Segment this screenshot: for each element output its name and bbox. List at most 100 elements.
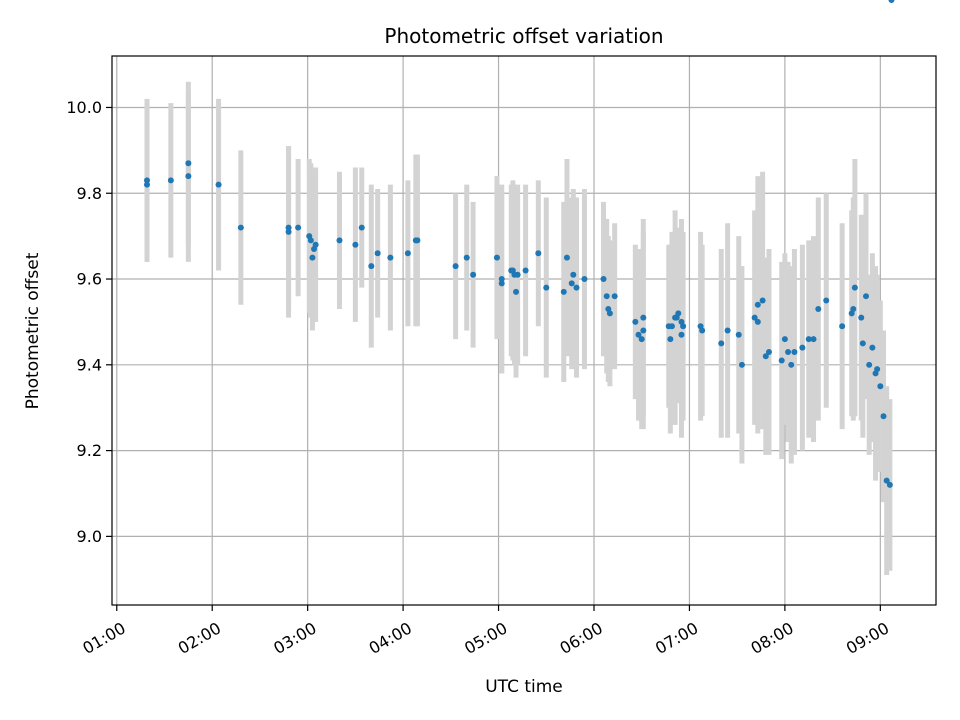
data-point: [810, 336, 817, 343]
data-point: [309, 254, 316, 261]
data-point: [498, 280, 505, 287]
data-point: [839, 323, 846, 330]
data-point: [791, 348, 798, 355]
data-point: [563, 254, 570, 261]
data-point: [859, 340, 866, 347]
data-point: [888, 0, 895, 3]
data-point: [285, 224, 292, 231]
data-point: [866, 361, 873, 368]
y-tick-label: 9.4: [77, 355, 102, 374]
data-point: [215, 181, 222, 188]
data-point: [185, 173, 192, 180]
data-point: [778, 357, 785, 364]
data-point: [754, 318, 761, 325]
data-point: [799, 344, 806, 351]
x-axis-title: UTC time: [485, 677, 563, 697]
data-point: [285, 228, 292, 235]
data-point: [143, 181, 150, 188]
data-point: [352, 241, 359, 248]
data-point: [718, 340, 725, 347]
data-point: [823, 297, 830, 304]
data-point: [699, 327, 706, 334]
data-point: [568, 280, 575, 287]
data-point: [514, 271, 521, 278]
data-point: [560, 288, 567, 295]
data-point: [765, 348, 772, 355]
y-tick-label: 9.2: [77, 441, 102, 460]
data-point: [678, 331, 685, 338]
data-point: [611, 293, 618, 300]
y-axis: 9.0 9.2 9.4 9.6 9.8 10.0: [66, 98, 112, 546]
data-point: [632, 318, 639, 325]
data-point: [535, 250, 542, 257]
data-point: [638, 336, 645, 343]
data-point: [724, 327, 731, 334]
data-point: [312, 241, 319, 248]
data-point: [675, 310, 682, 317]
data-point: [754, 301, 761, 308]
data-point: [880, 413, 887, 420]
data-point: [513, 288, 520, 295]
data-point: [667, 336, 674, 343]
data-point: [307, 237, 314, 244]
data-point: [759, 297, 766, 304]
data-point: [463, 254, 470, 261]
data-point: [237, 224, 244, 231]
data-point: [640, 327, 647, 334]
data-point: [522, 267, 529, 274]
data-point: [883, 477, 890, 484]
y-tick-label: 9.0: [77, 527, 102, 546]
data-point: [850, 306, 857, 313]
data-point: [785, 348, 792, 355]
data-point: [581, 276, 588, 283]
data-points: [143, 0, 895, 488]
data-point: [498, 276, 505, 283]
data-point: [603, 293, 610, 300]
data-point: [368, 263, 375, 270]
y-tick-label: 10.0: [66, 98, 102, 117]
data-point: [143, 177, 150, 184]
data-point: [640, 314, 647, 321]
data-point: [668, 323, 675, 330]
data-point: [635, 331, 642, 338]
y-axis-title: Photometric offset: [23, 252, 43, 409]
data-point: [470, 271, 477, 278]
data-point: [781, 336, 788, 343]
data-point: [680, 323, 687, 330]
data-point: [452, 263, 459, 270]
chart-title: Photometric offset variation: [384, 24, 663, 48]
data-point: [543, 284, 550, 291]
data-point: [573, 284, 580, 291]
data-point: [336, 237, 343, 244]
data-point: [851, 284, 858, 291]
y-tick-label: 9.8: [77, 184, 102, 203]
data-point: [404, 250, 411, 257]
data-point: [863, 293, 870, 300]
plot-frame: [111, 55, 937, 606]
data-point: [600, 276, 607, 283]
data-point: [738, 361, 745, 368]
data-point: [886, 481, 893, 488]
data-point: [374, 250, 381, 257]
data-point: [167, 177, 174, 184]
data-point: [869, 344, 876, 351]
data-point: [874, 366, 881, 373]
data-point: [762, 353, 769, 360]
data-point: [751, 314, 758, 321]
data-point: [877, 383, 884, 390]
data-point: [414, 237, 421, 244]
data-point: [805, 336, 812, 343]
y-tick-label: 9.6: [77, 270, 102, 289]
data-point: [358, 224, 365, 231]
data-point: [387, 254, 394, 261]
data-point: [295, 224, 302, 231]
data-point: [858, 314, 865, 321]
data-point: [788, 361, 795, 368]
data-point: [815, 306, 822, 313]
data-point: [735, 331, 742, 338]
data-point: [185, 160, 192, 167]
data-point: [493, 254, 500, 261]
data-point: [570, 271, 577, 278]
data-point: [606, 310, 613, 317]
